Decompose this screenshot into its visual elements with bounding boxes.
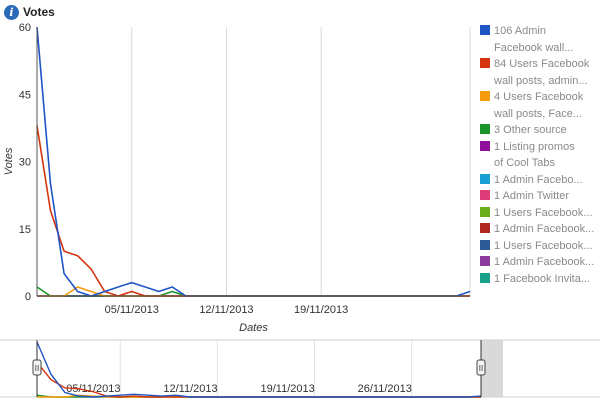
legend-item[interactable]: 4 Users Facebook wall posts, Face... — [480, 89, 600, 122]
y-tick-label: 15 — [19, 224, 31, 236]
legend-item[interactable]: 1 Facebook Invita... — [480, 271, 600, 288]
legend-item[interactable]: 84 Users Facebook wall posts, admin... — [480, 56, 600, 89]
chart-title: Votes — [23, 5, 55, 19]
legend-label: 1 Admin Twitter — [494, 190, 569, 202]
legend-item[interactable]: 3 Other source — [480, 122, 600, 139]
legend-label: 106 Admin Facebook wall... — [494, 25, 574, 54]
legend-swatch — [480, 206, 490, 217]
legend-label: 1 Listing promos of Cool Tabs — [494, 140, 575, 170]
legend-swatch — [480, 58, 490, 68]
info-icon[interactable]: i — [4, 4, 19, 20]
axes: 0 15 30 45 60 05/11/2013 12/11/2013 19/11/2013 V… — [3, 22, 470, 334]
x-tick-label: 19/11/2013 — [294, 304, 348, 316]
legend-swatch — [480, 256, 490, 266]
legend-swatch — [480, 190, 490, 200]
legend-item[interactable]: 1 Admin Facebook... — [480, 254, 600, 271]
navigator-right-handle[interactable]: II — [476, 359, 486, 376]
handle-grip — [32, 359, 42, 376]
legend-swatch — [480, 272, 490, 283]
y-tick-label: 45 — [19, 89, 31, 101]
legend-item[interactable]: 1 Admin Facebo... — [480, 172, 600, 189]
legend-label: 1 Admin Facebook... — [494, 256, 595, 268]
legend-label: 1 Users Facebook... — [494, 206, 593, 219]
series-layer — [36, 26, 471, 297]
legend-swatch — [480, 124, 490, 134]
legend-item[interactable]: 1 Admin Twitter — [480, 188, 600, 205]
navigator-series-line — [36, 341, 482, 398]
y-axis-title: Votes — [3, 147, 15, 175]
legend-item[interactable]: 1 Listing promos of Cool Tabs — [480, 139, 600, 172]
x-tick-label: 05/11/2013 — [105, 304, 159, 316]
y-tick-label: 60 — [19, 22, 31, 34]
chart-header: i Votes — [4, 3, 55, 21]
grid-lines — [131, 27, 471, 296]
series-line — [36, 26, 471, 297]
handle-glyph: II — [35, 364, 39, 373]
handle-grip — [476, 359, 486, 376]
legend-item[interactable]: 1 Admin Facebook... — [480, 221, 600, 238]
navigator: 05/11/2013 12/11/2013 19/11/2013 26/11/2013… — [0, 339, 600, 398]
legend-swatch — [480, 25, 490, 35]
y-tick-label: 30 — [19, 157, 31, 169]
y-tick-label: 0 — [25, 291, 31, 303]
x-axis-title: Dates — [239, 322, 268, 334]
navigator-x-tick-label: 26/11/2013 — [358, 383, 412, 395]
legend-label: 3 Other source — [494, 124, 567, 136]
legend-label: 4 Users Facebook wall posts, Face... — [494, 91, 584, 120]
legend-label: 1 Admin Facebo... — [494, 173, 583, 186]
legend-swatch — [480, 223, 490, 233]
handle-glyph: II — [479, 364, 483, 373]
legend-label: 84 Users Facebook wall posts, admin... — [494, 58, 590, 87]
navigator-left-handle[interactable]: II — [32, 359, 42, 376]
legend-swatch — [480, 173, 490, 184]
legend-item[interactable]: 106 Admin Facebook wall... — [480, 23, 600, 56]
legend-item[interactable]: 1 Users Facebook... — [480, 205, 600, 222]
legend-swatch — [480, 239, 490, 250]
legend-label: 1 Users Facebook... — [494, 239, 593, 252]
navigator-unselected-area — [481, 340, 503, 397]
legend-item[interactable]: 1 Users Facebook... — [480, 238, 600, 255]
series-line — [36, 125, 470, 297]
navigator-x-tick-label: 05/11/2013 — [66, 383, 120, 395]
legend-swatch — [480, 91, 490, 101]
legend: 106 Admin Facebook wall... 84 Users Faceb… — [480, 23, 600, 287]
legend-label: 1 Facebook Invita... — [494, 272, 590, 285]
navigator-x-tick-label: 19/11/2013 — [261, 383, 315, 395]
navigator-x-tick-label: 12/11/2013 — [163, 383, 217, 395]
legend-swatch — [480, 140, 490, 151]
x-tick-label: 12/11/2013 — [199, 304, 253, 316]
legend-label: 1 Admin Facebook... — [494, 223, 595, 235]
